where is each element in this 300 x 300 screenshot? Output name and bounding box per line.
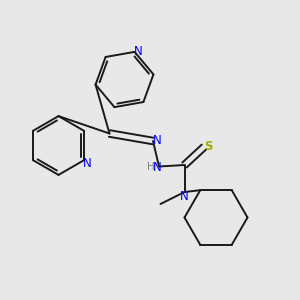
Text: N: N — [179, 190, 188, 203]
Text: N: N — [153, 160, 162, 174]
Text: S: S — [204, 140, 212, 153]
Text: N: N — [134, 45, 142, 58]
Text: N: N — [153, 134, 162, 147]
Text: N: N — [82, 157, 91, 170]
Text: H: H — [147, 162, 155, 172]
